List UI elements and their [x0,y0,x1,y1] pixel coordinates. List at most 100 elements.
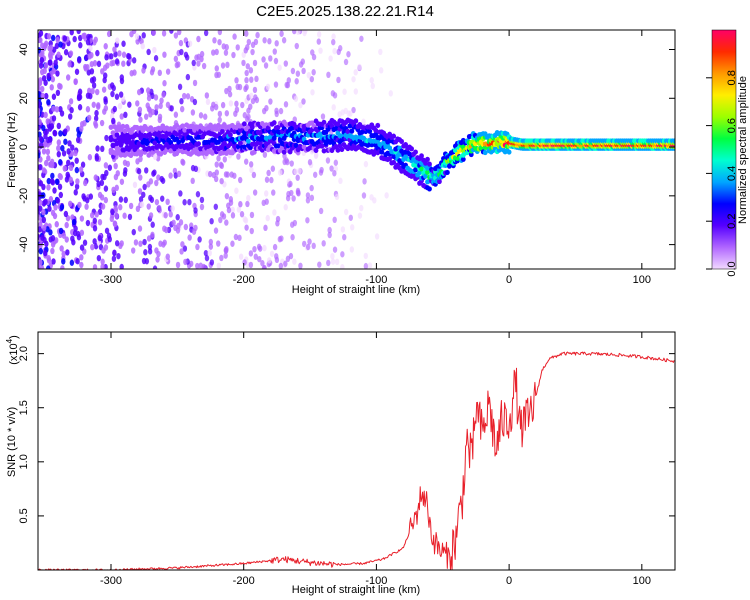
spectrogram-cell [131,228,136,236]
spectrogram-ridge-cell [391,159,397,166]
spectrogram-cell [233,110,238,117]
spectrogram-cell [185,93,191,100]
spectrogram-cell [122,212,127,219]
spectrogram-cell [269,176,274,184]
spectrogram-cell [242,259,247,266]
spectrogram-cell [246,107,251,114]
spectrogram-cell [221,213,227,220]
spectrogram-cell [141,191,146,198]
spectrogram-cell [174,61,180,69]
spectrogram-cell [271,189,276,196]
spectrogram-cell [96,180,101,188]
spectrogram-cell [157,204,162,212]
spectrogram-cell [253,94,258,101]
spectrogram-cell [266,169,271,177]
spectrogram-ridge-cell [140,127,146,134]
spectrogram-cell [43,159,49,167]
spectrogram-cell [85,219,91,227]
spectrogram-ridge-cell [321,119,327,125]
spectrogram-cell [38,107,41,115]
spectrogram-cell [303,30,308,35]
spectrogram-ridge-cell [122,128,128,134]
spectrogram-cell [105,62,110,69]
spectrogram-cell [73,225,78,232]
spectrogram-cell [136,88,142,96]
spectrogram-x-ticks: -300 -200 -100 0 100 [100,30,651,286]
spectrogram-cell [178,219,184,226]
spectrogram-cell [184,54,190,61]
spectrogram-cell [42,141,47,148]
spectrogram-cell [154,179,159,187]
spectrogram-ridge-cell [128,152,134,159]
spectrogram-cell [123,196,128,204]
spectrogram-cell [73,189,78,196]
spectrogram-cell [224,110,230,117]
spectrogram-cell [58,159,63,166]
snr-x-tick-label: -100 [365,575,387,587]
spectrogram-ridge-cell [182,127,188,133]
spectrogram-cell [38,205,43,212]
spectrogram-cell [214,161,219,168]
spectrogram-cell [264,104,269,112]
spectrogram-cell [295,70,301,77]
spectrogram-cell [121,60,126,67]
spectrogram-cell [57,82,62,90]
spectrogram-y-tick-label: 20 [18,92,30,104]
spectrogram-cell [146,48,151,56]
spectrogram-cell [64,236,69,243]
spectrogram-cell [238,176,243,184]
spectrogram-cell [50,234,56,242]
spectrogram-cell [138,174,143,181]
spectrogram-cell [144,167,149,174]
spectrogram-cell [46,177,51,185]
spectrogram-cell [272,243,278,251]
spectrogram-cell [332,170,337,177]
spectrogram-cell [89,212,95,219]
spectrogram-cell [331,38,336,46]
spectrogram-cell [363,252,368,260]
spectrogram-cell [79,125,84,132]
spectrogram-cell [290,67,296,75]
spectrogram-cell [92,238,97,245]
spectrogram-ridge-cell [319,143,325,149]
spectrogram-cell [54,221,59,228]
spectrogram-cell [158,102,163,110]
spectrogram-cell [216,155,221,162]
spectrogram-cell [77,201,82,209]
spectrogram-cell [84,203,89,210]
spectrogram-cell [68,113,73,120]
spectrogram-cell [193,165,199,173]
spectrogram-cell [246,113,251,121]
spectrogram-cell [118,91,124,98]
spectrogram-cell [337,111,342,118]
spectrogram-cell [113,205,118,212]
spectrogram-cell [148,212,154,219]
spectrogram-cell [48,59,53,66]
spectrogram-cell [46,33,52,40]
spectrogram-cell [310,89,315,96]
spectrogram-cell [95,88,100,96]
spectrogram-cell [313,151,319,159]
spectrogram-cell [236,206,242,213]
spectrogram-cell [257,255,262,263]
spectrogram-cell [179,98,184,105]
spectrogram-cell [136,168,142,175]
spectrogram-y-tick-label: 0 [18,144,30,150]
spectrogram-cell [73,78,78,85]
spectrogram-cell [92,225,98,232]
spectrogram-cell [283,60,288,67]
spectrogram-cell [38,142,44,149]
spectrogram-cell [150,92,155,100]
spectrogram-cell [46,184,51,191]
spectrogram-cell [320,113,326,120]
spectrogram-cell [123,167,128,174]
spectrogram-cell [211,49,216,56]
spectrogram-cell [146,94,152,102]
spectrogram-cell [216,240,221,247]
spectrogram-cell [191,59,196,67]
spectrogram-ridge-cell [118,127,124,133]
snr-x-tick-label: 100 [633,575,651,587]
spectrogram-cell [59,110,65,117]
spectrogram-cell [54,178,60,185]
spectrogram-cell [146,235,152,242]
